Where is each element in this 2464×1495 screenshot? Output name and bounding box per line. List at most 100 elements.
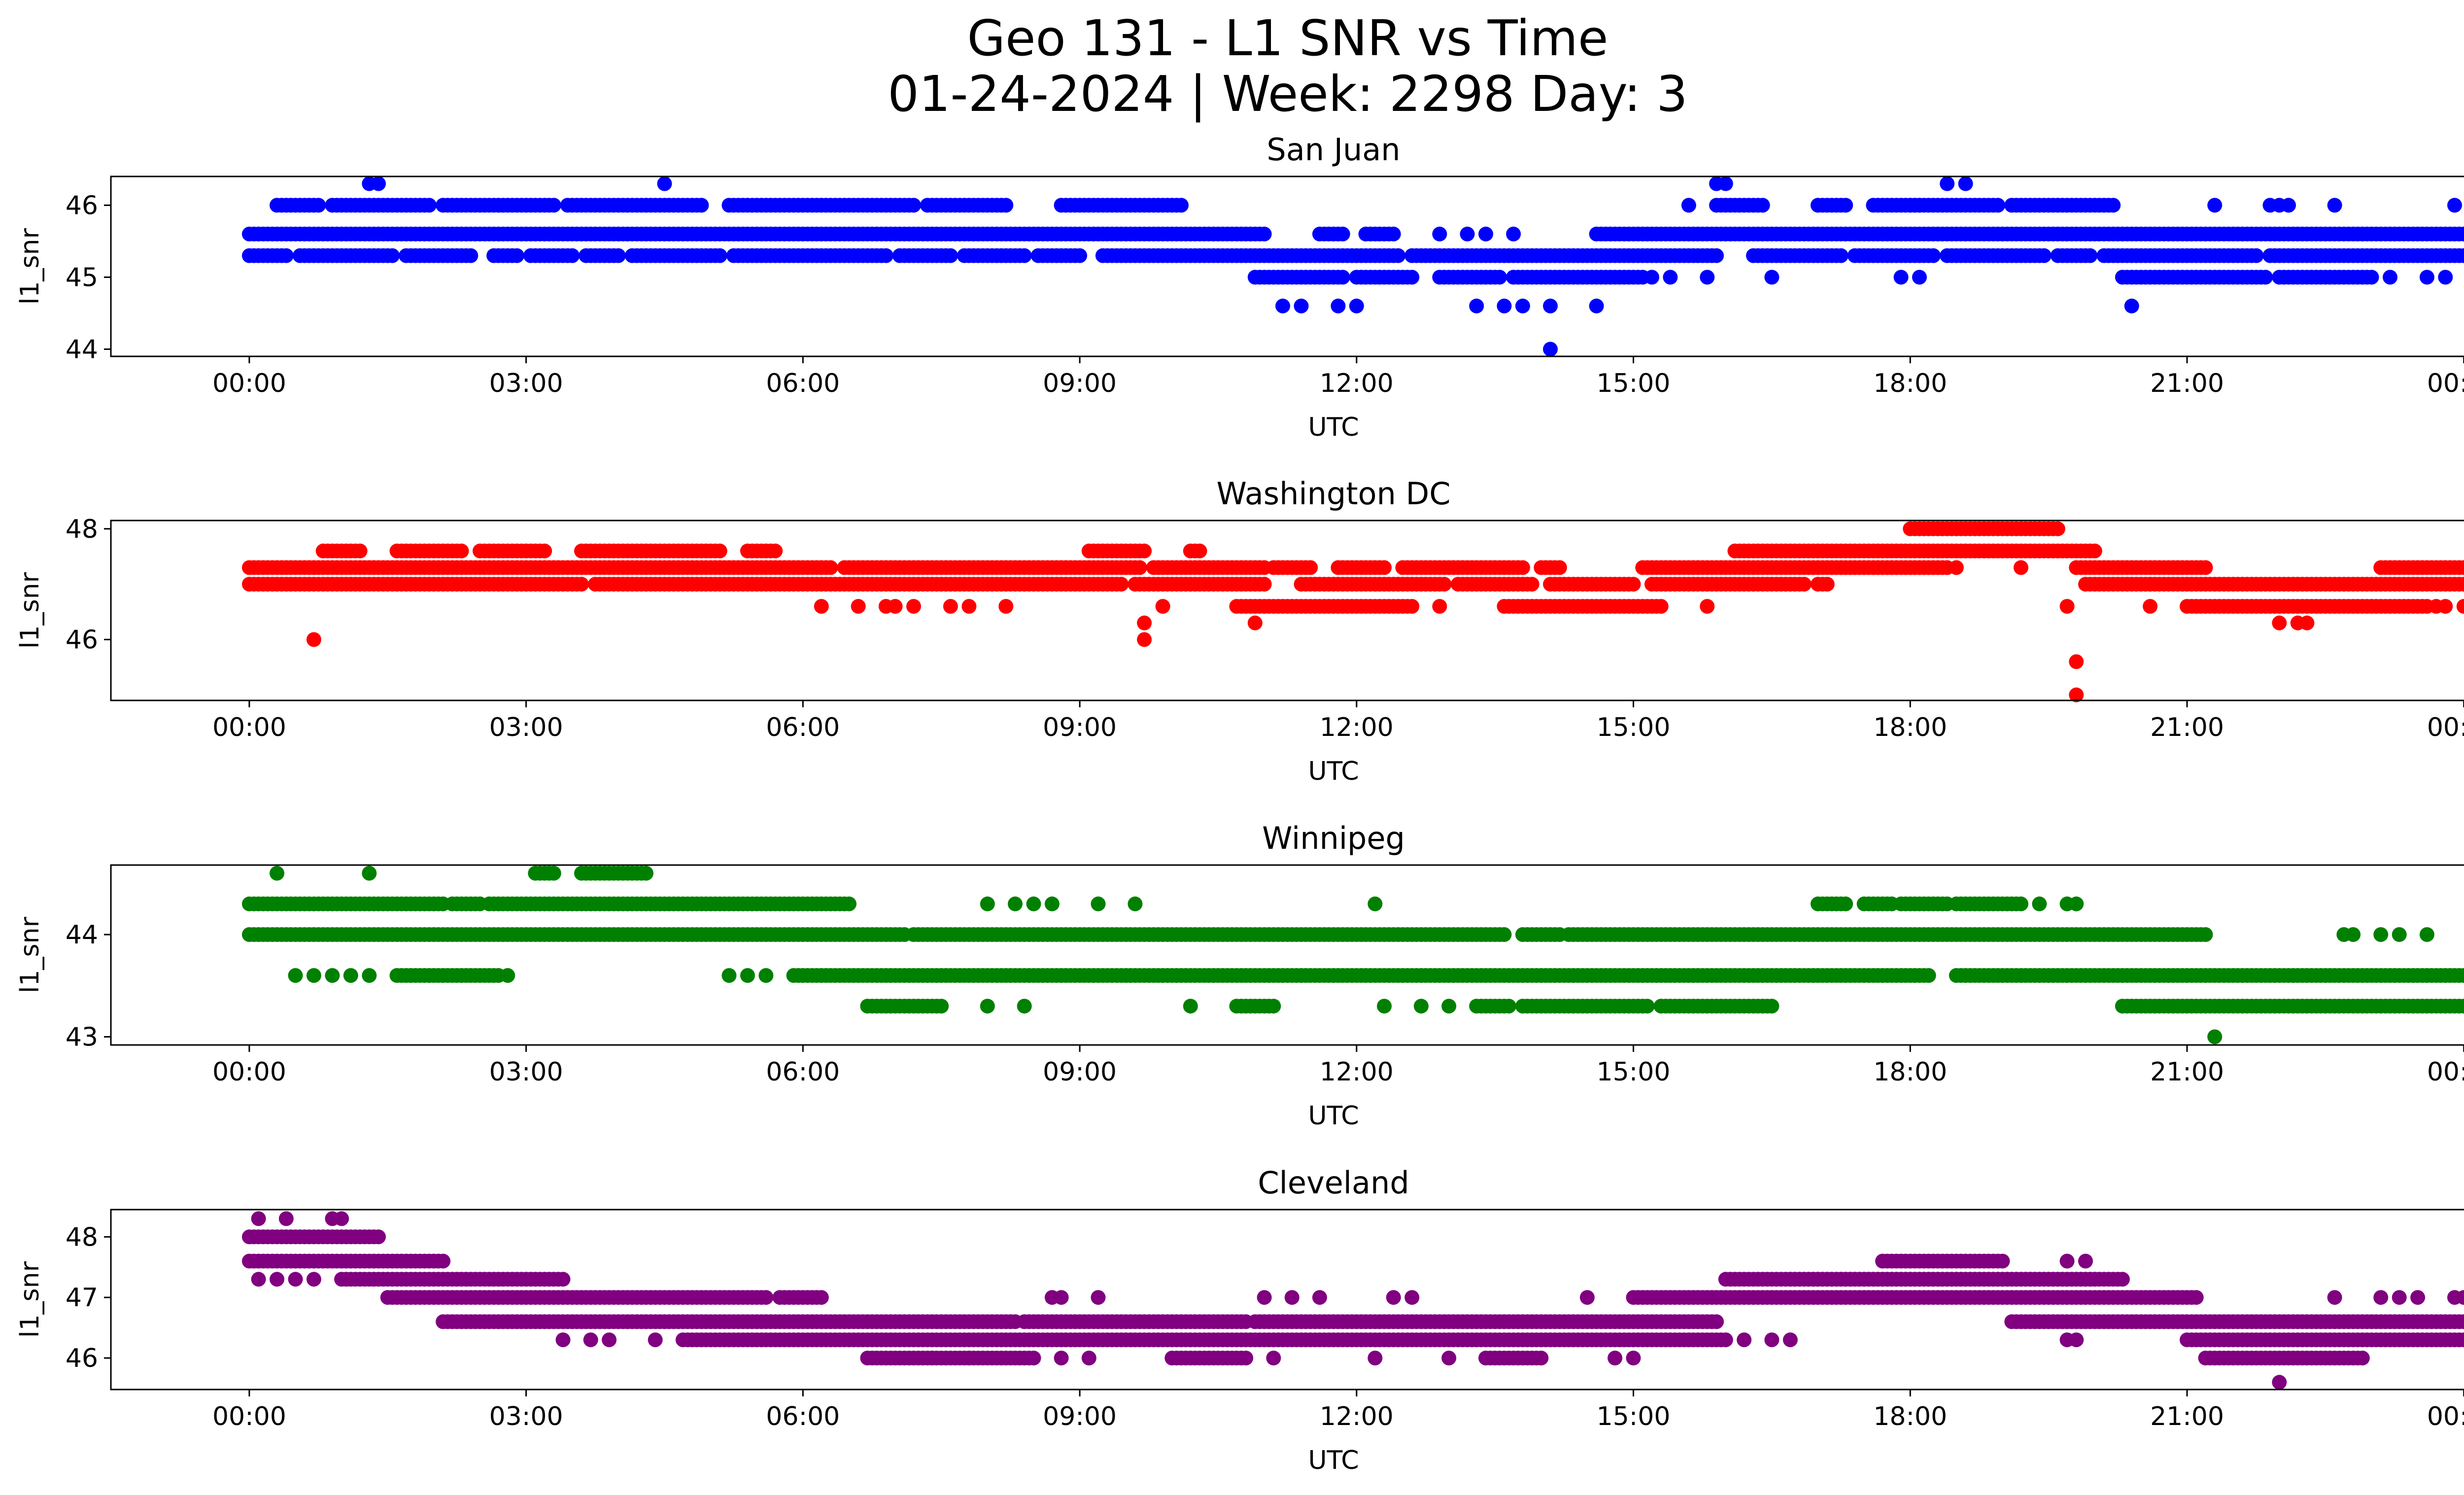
data-point (1155, 599, 1170, 614)
data-point (906, 599, 921, 614)
data-point (1008, 896, 1023, 911)
data-point (1183, 999, 1198, 1014)
data-point (1091, 1290, 1106, 1305)
data-point (1709, 248, 1724, 263)
data-point (362, 866, 377, 881)
data-point (1294, 298, 1309, 313)
scatter-points (241, 521, 2464, 702)
data-point (851, 599, 866, 614)
x-tick-label: 18:00 (1873, 369, 1947, 398)
x-tick-label: 09:00 (1043, 1057, 1117, 1087)
data-point (2272, 615, 2287, 630)
data-point (270, 866, 284, 881)
data-point (1257, 577, 1272, 592)
data-point (1413, 999, 1429, 1014)
data-point (1437, 577, 1452, 592)
y-axis-label: l1_snr (15, 916, 45, 993)
x-axis-label: UTC (1308, 1101, 1359, 1131)
data-point (1460, 226, 1475, 242)
data-point (1552, 560, 1567, 575)
data-point (1797, 577, 1812, 592)
data-point (2456, 599, 2464, 614)
data-point (2373, 927, 2389, 942)
data-point (1137, 632, 1152, 647)
data-point (583, 1332, 598, 1348)
data-point (1534, 1351, 1549, 1366)
x-axis-label: UTC (1308, 757, 1359, 786)
data-point (2456, 226, 2464, 242)
data-point (758, 968, 774, 983)
data-point (1921, 968, 1936, 983)
data-point (546, 198, 561, 213)
data-point (2299, 615, 2315, 630)
data-point (1515, 298, 1530, 313)
y-tick-label: 45 (66, 263, 98, 292)
data-point (352, 543, 368, 558)
data-point (878, 248, 893, 263)
data-point (998, 599, 1014, 614)
x-axis-label: UTC (1308, 413, 1359, 442)
data-point (1404, 599, 1420, 614)
data-point (2419, 927, 2434, 942)
y-axis-label: l1_snr (15, 572, 45, 649)
data-point (998, 198, 1014, 213)
data-point (1114, 577, 1129, 592)
data-point (2115, 1272, 2130, 1287)
data-point (1386, 226, 1401, 242)
x-axis-ticks: 00:00 03:00 06:00 09:00 12:00 15:00 18:00 21:00… (212, 356, 2464, 398)
data-point (288, 1272, 303, 1287)
data-point (1441, 999, 1457, 1014)
y-tick-label: 46 (66, 625, 98, 655)
data-point (2207, 1029, 2223, 1044)
data-point (1432, 226, 1447, 242)
panel-title: Cleveland (1258, 1165, 1409, 1201)
x-tick-label: 00:00 (212, 369, 286, 398)
data-point (1377, 999, 1392, 1014)
data-point (2364, 270, 2379, 285)
data-point (1054, 1290, 1069, 1305)
x-tick-label: 06:00 (766, 1057, 840, 1087)
data-point (2456, 560, 2464, 575)
x-tick-label: 09:00 (1043, 713, 1117, 742)
x-tick-label: 18:00 (1873, 1057, 1947, 1087)
x-tick-label: 18:00 (1873, 713, 1947, 742)
data-point (961, 599, 977, 614)
data-point (306, 968, 321, 983)
x-tick-label: 12:00 (1320, 1057, 1394, 1087)
data-point (1640, 999, 1655, 1014)
data-point (2069, 654, 2084, 669)
x-tick-label: 06:00 (766, 713, 840, 742)
data-point (712, 543, 727, 558)
data-point (385, 248, 400, 263)
data-point (1275, 298, 1290, 313)
data-point (1377, 560, 1392, 575)
data-point (740, 968, 755, 983)
data-point (1128, 896, 1143, 911)
data-point (1940, 176, 1955, 191)
x-axis-ticks: 00:00 03:00 06:00 09:00 12:00 15:00 18:00 21:00… (212, 1045, 2464, 1087)
data-point (1174, 198, 1189, 213)
y-tick-label: 43 (66, 1022, 98, 1052)
data-point (1543, 298, 1558, 313)
data-point (1833, 248, 1848, 263)
data-point (2456, 968, 2464, 983)
data-point (362, 968, 377, 983)
x-tick-label: 06:00 (766, 369, 840, 398)
data-point (2346, 927, 2361, 942)
data-point (1266, 999, 1281, 1014)
y-tick-label: 44 (66, 920, 98, 950)
plot-frame (110, 175, 2464, 357)
data-point (278, 1211, 294, 1226)
x-tick-label: 03:00 (489, 369, 563, 398)
x-tick-label: 00:00 (2427, 369, 2464, 398)
data-point (1335, 226, 1350, 242)
data-point (1432, 599, 1447, 614)
data-point (611, 248, 626, 263)
data-point (2083, 248, 2098, 263)
data-point (1543, 342, 1558, 357)
data-point (1764, 999, 1780, 1014)
